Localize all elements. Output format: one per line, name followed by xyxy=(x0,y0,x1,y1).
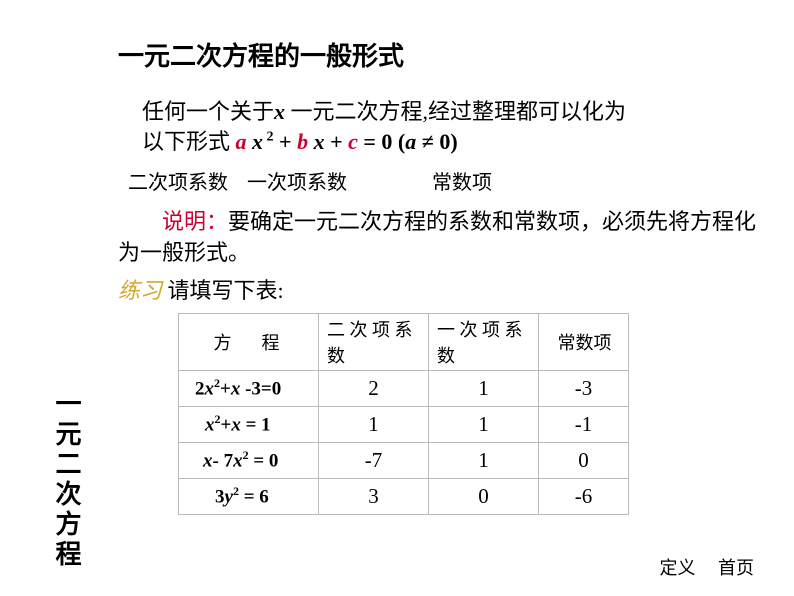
table-header-row: 方 程 二 次 项 系数 一 次 项 系数 常数项 xyxy=(179,313,629,370)
eq-zero: = 0 ( xyxy=(358,129,405,154)
table-row: x- 7x2 = 0 -7 1 0 xyxy=(179,442,629,478)
table-row: 3y2 = 6 3 0 -6 xyxy=(179,478,629,514)
main-content: 一元二次方程的一般形式 任何一个关于x 一元二次方程,经过整理都可以化为 以下形… xyxy=(118,36,758,515)
intro-text-1b: 一元二次方程,经过整理都可以化为 xyxy=(285,99,626,124)
table-row: 2x2+x -3=0 2 1 -3 xyxy=(179,370,629,406)
general-formula: a x 2 + b x + c = 0 (a ≠ 0) xyxy=(236,129,458,154)
cell-v3-2: 0 xyxy=(539,442,629,478)
plus-1: + xyxy=(274,129,298,154)
th-quad: 二 次 项 系数 xyxy=(319,313,429,370)
practice-label: 练习 xyxy=(118,278,162,303)
label-quadratic-coef: 二次项系数 xyxy=(128,166,228,195)
th-equation: 方 程 xyxy=(179,313,319,370)
cell-v3-1: -1 xyxy=(539,406,629,442)
explanation: 说明：要确定一元二次方程的系数和常数项，必须先将方程化为一般形式。 xyxy=(118,207,758,269)
exp-2: 2 xyxy=(263,129,274,144)
cell-v2-1: 1 xyxy=(429,406,539,442)
link-home[interactable]: 首页 xyxy=(718,558,754,578)
label-linear-coef: 一次项系数 xyxy=(247,166,347,195)
label-constant: 常数项 xyxy=(432,166,492,195)
cell-v3-0: -3 xyxy=(539,370,629,406)
cell-v3-3: -6 xyxy=(539,478,629,514)
th-const: 常数项 xyxy=(539,313,629,370)
cell-v1-2: -7 xyxy=(319,442,429,478)
th-linear: 一 次 项 系数 xyxy=(429,313,539,370)
cond-a: a xyxy=(405,129,416,154)
intro-text-1: 任何一个关于 xyxy=(142,99,274,124)
var-x1: x xyxy=(247,129,264,154)
var-x2: x xyxy=(308,129,325,154)
vertical-title: 一元二次方程 xyxy=(48,390,85,570)
cell-v2-0: 1 xyxy=(429,370,539,406)
intro-paragraph: 任何一个关于x 一元二次方程,经过整理都可以化为 以下形式 a x 2 + b … xyxy=(142,97,758,156)
footer-links: 定义 首页 xyxy=(642,554,755,580)
coefficient-labels: 二次项系数 一次项系数 常数项 xyxy=(128,166,758,195)
neq-zero: ≠ 0) xyxy=(416,129,457,154)
coef-a: a xyxy=(236,129,247,154)
cell-v2-3: 0 xyxy=(429,478,539,514)
cell-eq-3: 3y2 = 6 xyxy=(179,478,319,514)
table-row: x2+x = 1 1 1 -1 xyxy=(179,406,629,442)
cell-eq-0: 2x2+x -3=0 xyxy=(179,370,319,406)
practice-table: 方 程 二 次 项 系数 一 次 项 系数 常数项 2x2+x -3=0 2 1… xyxy=(178,313,629,515)
coef-c: c xyxy=(348,129,358,154)
intro-var-x: x xyxy=(274,99,285,124)
practice-table-wrap: 方 程 二 次 项 系数 一 次 项 系数 常数项 2x2+x -3=0 2 1… xyxy=(178,313,758,515)
explain-label: 说明： xyxy=(162,209,228,234)
intro-text-2: 以下形式 xyxy=(142,129,236,154)
practice-text: 请填写下表: xyxy=(162,278,284,303)
cell-v2-2: 1 xyxy=(429,442,539,478)
coef-b: b xyxy=(297,129,308,154)
cell-v1-1: 1 xyxy=(319,406,429,442)
plus-2: + xyxy=(325,129,349,154)
practice-row: 练习 请填写下表: xyxy=(118,273,758,305)
cell-eq-1: x2+x = 1 xyxy=(179,406,319,442)
cell-v1-3: 3 xyxy=(319,478,429,514)
cell-v1-0: 2 xyxy=(319,370,429,406)
page-heading: 一元二次方程的一般形式 xyxy=(118,36,758,73)
link-definition[interactable]: 定义 xyxy=(660,558,696,578)
cell-eq-2: x- 7x2 = 0 xyxy=(179,442,319,478)
